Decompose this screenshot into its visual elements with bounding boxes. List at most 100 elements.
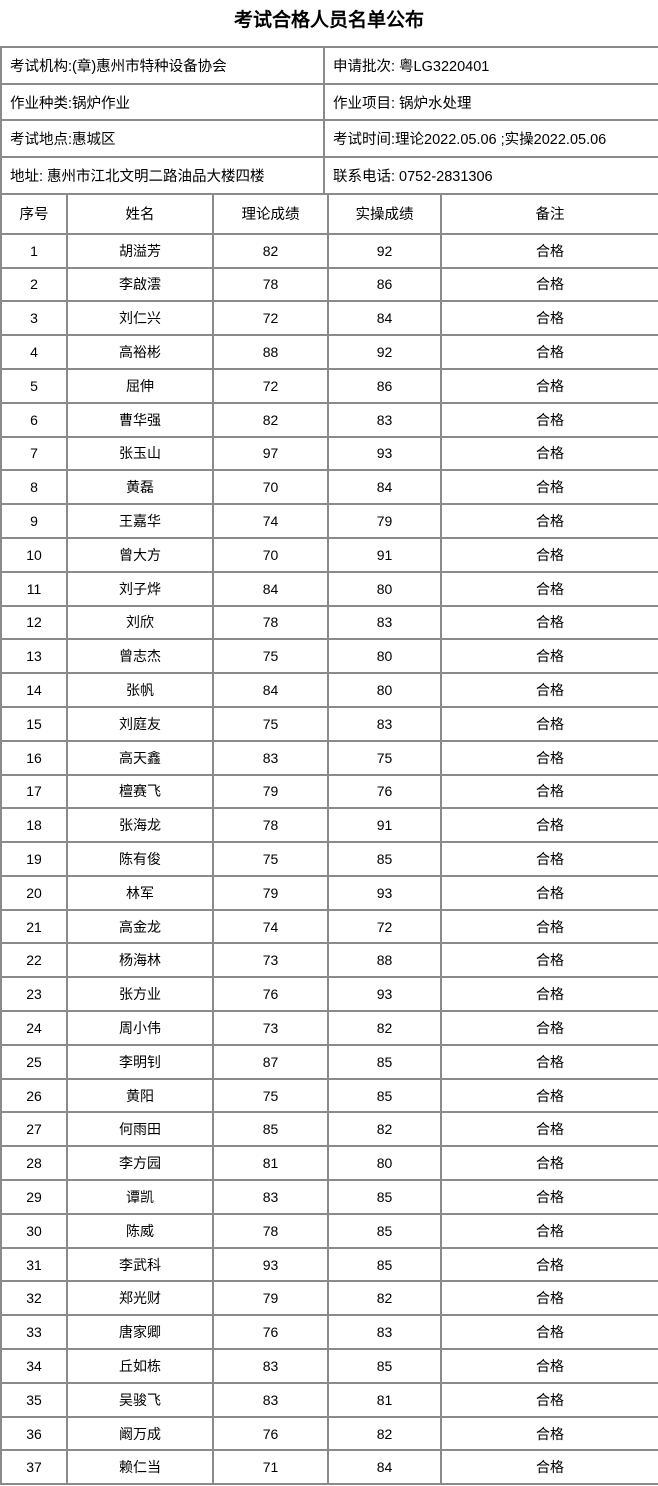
cell-theory-score: 79 [212,773,329,810]
cell-remark: 合格 [440,739,658,776]
cell-theory-score: 73 [212,1010,329,1046]
cell-remark: 合格 [440,401,658,438]
info-table: 考试机构:(章)惠州市特种设备协会 申请批次: 粤LG3220401 作业种类:… [0,46,658,195]
batch-cell: 申请批次: 粤LG3220401 [323,46,658,85]
cell-index: 4 [0,334,68,370]
cell-remark: 合格 [440,503,658,539]
cell-name: 高裕彬 [66,334,214,370]
table-row: 36 阚万成 76 82 合格 [0,1415,658,1452]
cell-remark: 合格 [440,1043,658,1080]
cell-name: 谭凯 [66,1179,214,1215]
table-row: 22 杨海林 73 88 合格 [0,942,658,979]
cell-index: 26 [0,1077,68,1114]
cell-name: 何雨田 [66,1111,214,1148]
cell-index: 31 [0,1246,68,1283]
cell-name: 屈伸 [66,367,214,404]
table-row: 14 张帆 84 80 合格 [0,672,658,708]
exam-time-cell: 考试时间:理论2022.05.06 ;实操2022.05.06 [323,119,658,159]
cell-practical-score: 92 [327,232,442,269]
cell-index: 3 [0,300,68,337]
cell-practical-score: 84 [327,469,442,506]
cell-index: 2 [0,266,68,303]
cell-index: 14 [0,672,68,708]
cell-theory-score: 83 [212,1348,329,1384]
cell-theory-score: 78 [212,266,329,303]
table-row: 4 高裕彬 88 92 合格 [0,334,658,370]
cell-theory-score: 71 [212,1449,329,1486]
cell-practical-score: 93 [327,976,442,1013]
cell-remark: 合格 [440,672,658,708]
table-row: 35 吴骏飞 83 81 合格 [0,1381,658,1418]
cell-name: 黄磊 [66,469,214,506]
cell-theory-score: 75 [212,638,329,675]
table-row: 34 丘如栋 83 85 合格 [0,1348,658,1384]
cell-theory-score: 83 [212,739,329,776]
cell-name: 杨海林 [66,942,214,979]
col-header-practical-score: 实操成绩 [327,192,442,235]
cell-name: 高天鑫 [66,739,214,776]
cell-remark: 合格 [440,266,658,303]
cell-theory-score: 84 [212,672,329,708]
cell-theory-score: 87 [212,1043,329,1080]
cell-name: 刘庭友 [66,705,214,742]
cell-practical-score: 85 [327,1246,442,1283]
cell-name: 张海龙 [66,807,214,844]
address-cell: 地址: 惠州市江北文明二路油品大楼四楼 [0,156,325,195]
cell-remark: 合格 [440,1348,658,1384]
cell-theory-score: 88 [212,334,329,370]
cell-name: 檀赛飞 [66,773,214,810]
cell-theory-score: 73 [212,942,329,979]
cell-theory-score: 82 [212,232,329,269]
cell-theory-score: 75 [212,705,329,742]
cell-practical-score: 76 [327,773,442,810]
cell-remark: 合格 [440,1449,658,1486]
cell-name: 阚万成 [66,1415,214,1452]
cell-practical-score: 91 [327,536,442,573]
cell-practical-score: 86 [327,266,442,303]
info-row: 作业种类:锅炉作业 作业项目: 锅炉水处理 [0,82,658,122]
cell-name: 刘仁兴 [66,300,214,337]
page-title: 考试合格人员名单公布 [233,10,424,31]
col-header-theory-score: 理论成绩 [212,192,329,235]
cell-name: 林军 [66,874,214,911]
cell-index: 7 [0,435,68,472]
table-row: 31 李武科 93 85 合格 [0,1246,658,1283]
table-row: 11 刘子烨 84 80 合格 [0,570,658,607]
cell-practical-score: 82 [327,1415,442,1452]
cell-theory-score: 78 [212,1212,329,1249]
cell-theory-score: 79 [212,1280,329,1317]
cell-index: 8 [0,469,68,506]
cell-index: 9 [0,503,68,539]
cell-practical-score: 86 [327,367,442,404]
cell-practical-score: 85 [327,1179,442,1215]
table-row: 33 唐家卿 76 83 合格 [0,1314,658,1351]
cell-name: 赖仁当 [66,1449,214,1486]
cell-name: 曾志杰 [66,638,214,675]
table-row: 28 李方园 81 80 合格 [0,1145,658,1182]
table-row: 1 胡溢芳 82 92 合格 [0,232,658,269]
cell-theory-score: 78 [212,604,329,641]
cell-name: 胡溢芳 [66,232,214,269]
info-row: 考试机构:(章)惠州市特种设备协会 申请批次: 粤LG3220401 [0,46,658,85]
cell-theory-score: 78 [212,807,329,844]
cell-practical-score: 85 [327,1043,442,1080]
cell-index: 17 [0,773,68,810]
table-row: 7 张玉山 97 93 合格 [0,435,658,472]
cell-theory-score: 76 [212,1415,329,1452]
cell-remark: 合格 [440,300,658,337]
cell-name: 张玉山 [66,435,214,472]
table-row: 16 高天鑫 83 75 合格 [0,739,658,776]
cell-name: 李啟澐 [66,266,214,303]
cell-index: 24 [0,1010,68,1046]
work-project-cell: 作业项目: 锅炉水处理 [323,82,658,122]
cell-index: 18 [0,807,68,844]
cell-index: 20 [0,874,68,911]
cell-remark: 合格 [440,469,658,506]
cell-index: 6 [0,401,68,438]
cell-index: 32 [0,1280,68,1317]
table-row: 3 刘仁兴 72 84 合格 [0,300,658,337]
table-row: 2 李啟澐 78 86 合格 [0,266,658,303]
cell-practical-score: 84 [327,1449,442,1486]
cell-remark: 合格 [440,1280,658,1317]
